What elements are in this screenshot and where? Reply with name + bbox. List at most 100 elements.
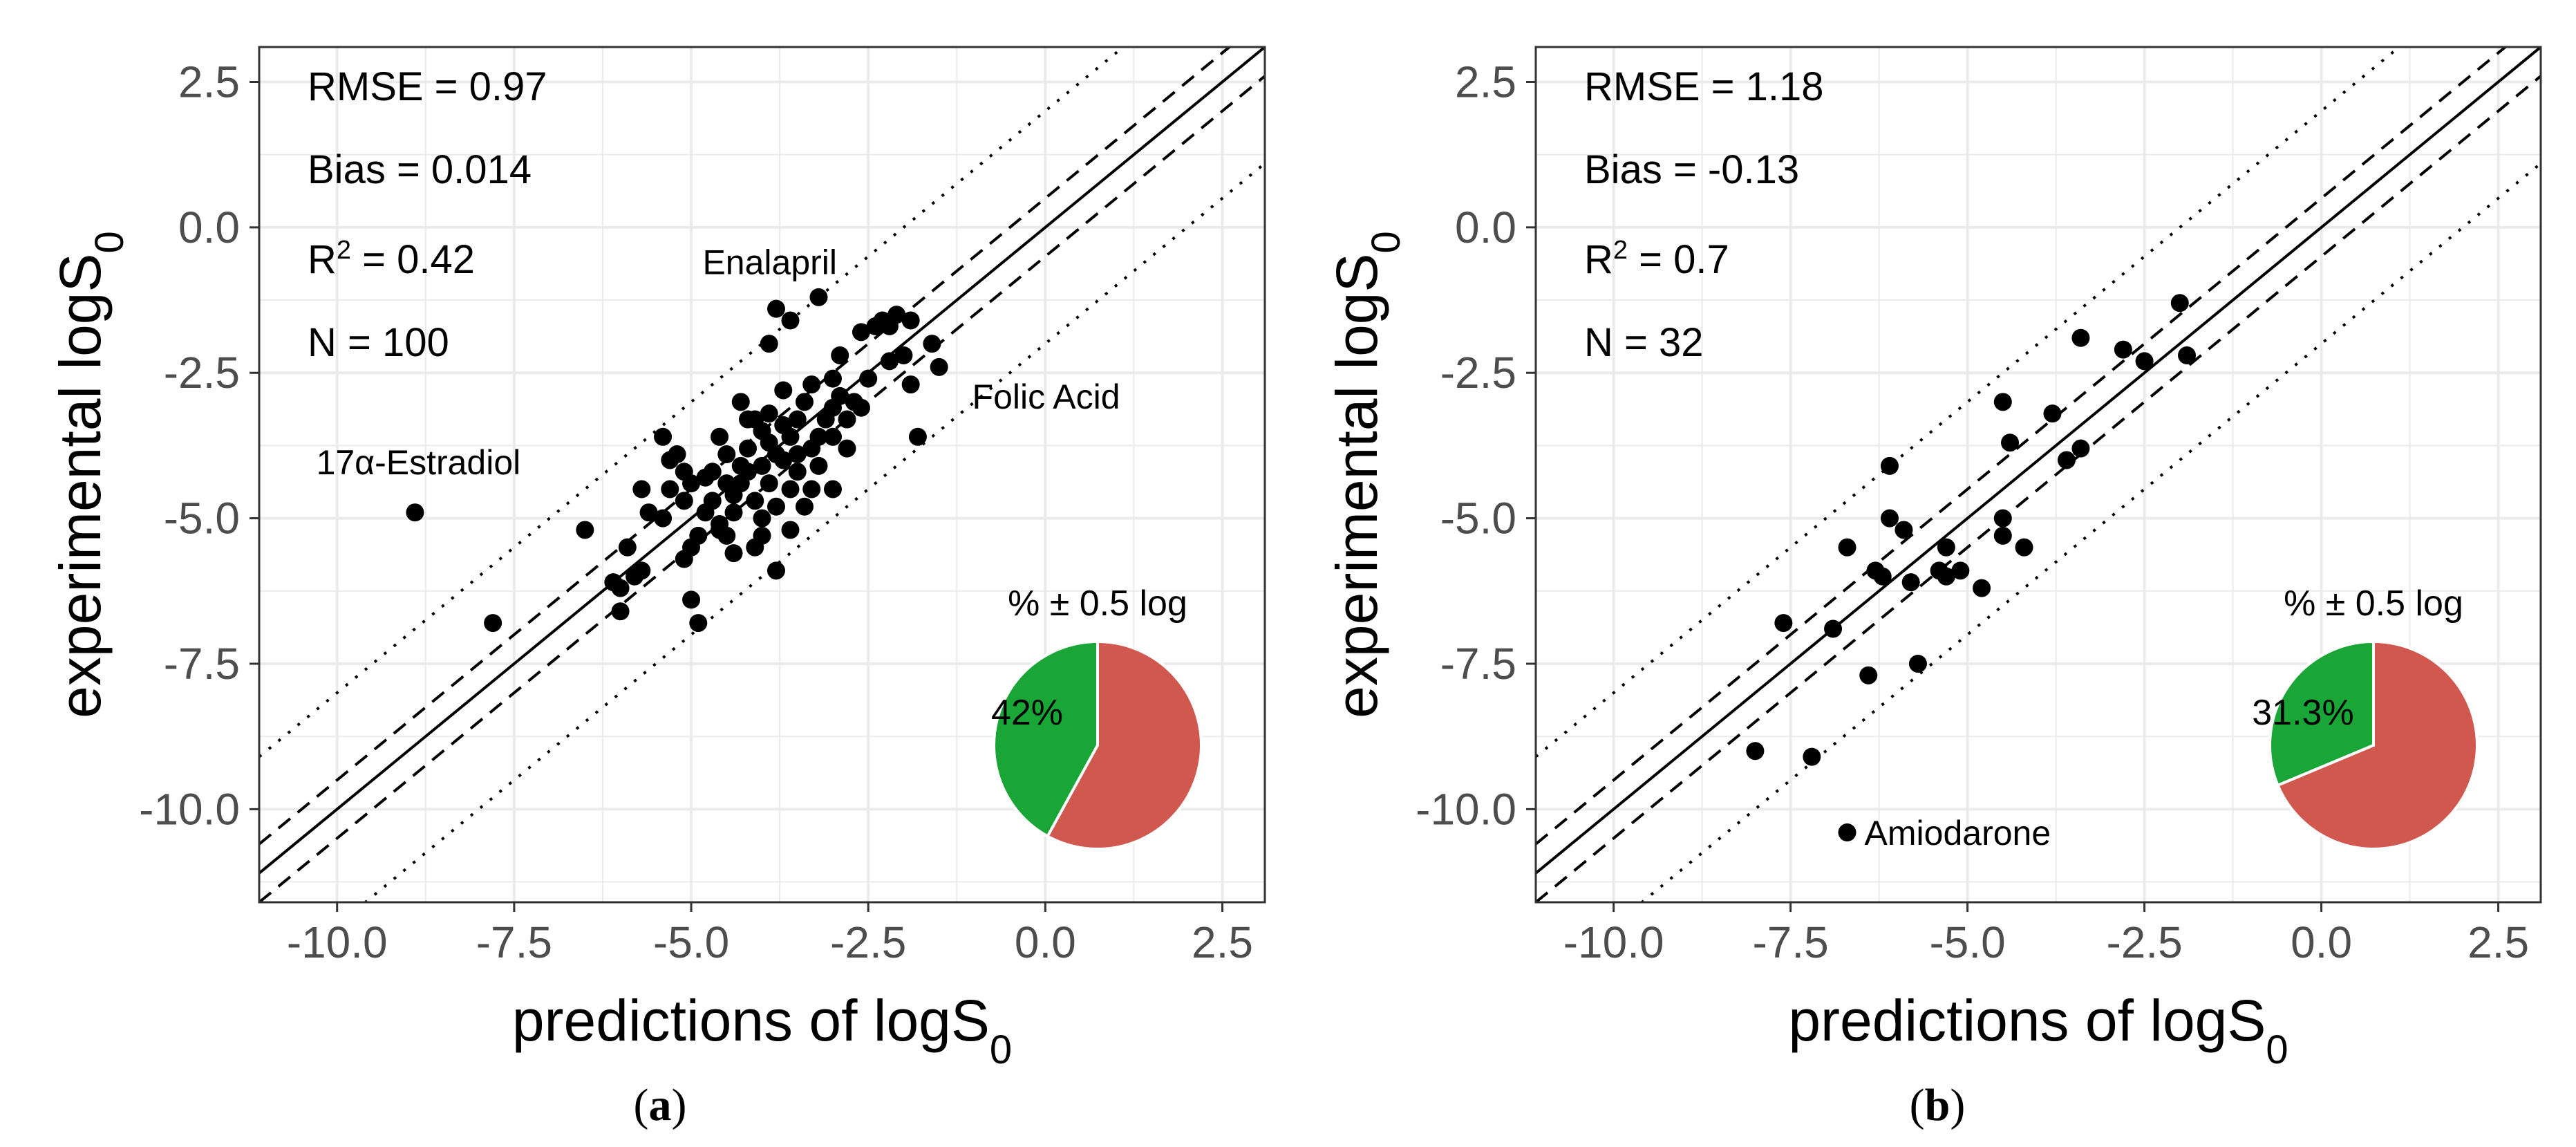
axis-ticks: -10.0 -7.5 -5.0 -2.5 0.0 2.5 -10.0 -7.5 -5.0 -2.5… bbox=[1416, 57, 2529, 967]
data-point bbox=[1973, 579, 1991, 597]
identity-line bbox=[1536, 47, 2541, 875]
data-points bbox=[1746, 294, 2197, 842]
pie-within-label: 42% bbox=[991, 693, 1063, 733]
data-point bbox=[753, 456, 771, 475]
data-point bbox=[711, 427, 729, 446]
data-point bbox=[2135, 352, 2154, 371]
y-tick-label: 0.0 bbox=[1455, 203, 1516, 252]
data-point bbox=[2170, 294, 2189, 313]
pie-inset: % ± 0.5 log 42% bbox=[991, 584, 1203, 850]
dashed-line-lower bbox=[1536, 75, 2541, 902]
data-point bbox=[1993, 393, 2012, 411]
data-point bbox=[859, 369, 878, 388]
pie-inset: % ± 0.5 log 31.3% bbox=[2252, 584, 2479, 850]
dotted-line-upper bbox=[1536, 47, 2402, 758]
pie-slice-within bbox=[993, 640, 1099, 839]
data-point bbox=[675, 492, 693, 510]
data-point bbox=[823, 369, 842, 388]
data-point bbox=[675, 550, 693, 568]
data-point bbox=[923, 335, 941, 353]
data-point bbox=[760, 404, 778, 423]
y-tick-label: -5.0 bbox=[164, 494, 240, 543]
data-point bbox=[809, 288, 828, 306]
x-tick-label: -7.5 bbox=[1752, 917, 1828, 967]
annotations: Enalapril 17α-Estradiol Folic Acid bbox=[317, 243, 1120, 483]
data-point bbox=[831, 346, 849, 364]
data-point bbox=[795, 497, 814, 516]
data-point bbox=[661, 480, 679, 498]
pie-within-label: 31.3% bbox=[2252, 693, 2353, 733]
data-point bbox=[823, 480, 842, 498]
data-point bbox=[406, 503, 424, 522]
x-axis-title: predictions of logS0 bbox=[1788, 988, 2288, 1072]
data-point bbox=[576, 521, 594, 539]
data-point bbox=[852, 323, 870, 342]
y-tick-label: -2.5 bbox=[1440, 348, 1516, 398]
pie-title: % ± 0.5 log bbox=[2284, 584, 2463, 624]
data-point bbox=[852, 398, 870, 417]
y-tick-label: -5.0 bbox=[1440, 494, 1516, 543]
y-tick-label: 2.5 bbox=[178, 57, 240, 106]
data-point bbox=[1838, 538, 1856, 557]
data-point bbox=[1803, 747, 1821, 766]
data-point bbox=[2043, 404, 2062, 423]
pie-slice-outside bbox=[2275, 640, 2479, 850]
y-axis-title: experimental logS0 bbox=[48, 231, 132, 718]
stat-line: N = 32 bbox=[1584, 320, 1704, 365]
plot-border bbox=[1534, 46, 2542, 904]
plot-border bbox=[258, 46, 1266, 904]
dotted-line-lower bbox=[363, 162, 1265, 902]
point-annotation: Folic Acid bbox=[972, 377, 1120, 416]
data-point bbox=[654, 427, 673, 446]
data-point bbox=[1746, 742, 1765, 761]
data-point bbox=[802, 480, 821, 498]
x-tick-label: -5.0 bbox=[1929, 917, 2005, 967]
data-point bbox=[1895, 521, 1913, 539]
x-axis-title: predictions of logS0 bbox=[512, 988, 1012, 1072]
stat-line: Bias = -0.13 bbox=[1584, 147, 1799, 192]
data-point bbox=[781, 521, 800, 539]
data-point bbox=[746, 538, 764, 557]
data-point bbox=[2114, 340, 2132, 359]
dotted-line-lower bbox=[1639, 162, 2541, 902]
data-point bbox=[809, 427, 828, 446]
y-axis-title: experimental logS0 bbox=[1324, 231, 1409, 718]
data-point bbox=[1824, 619, 1843, 638]
data-point bbox=[1873, 567, 1892, 586]
data-point bbox=[753, 509, 771, 528]
data-point bbox=[711, 521, 729, 539]
data-point bbox=[1901, 573, 1920, 592]
data-point bbox=[838, 439, 856, 458]
data-point bbox=[880, 317, 899, 335]
data-point bbox=[2071, 439, 2090, 458]
x-tick-label: 0.0 bbox=[2291, 917, 2352, 967]
data-point bbox=[781, 427, 800, 446]
x-tick-label: -7.5 bbox=[476, 917, 552, 967]
data-point bbox=[632, 480, 651, 498]
stat-line: R2 = 0.7 bbox=[1584, 236, 1729, 282]
dotted-line-upper bbox=[259, 47, 1126, 758]
data-point bbox=[788, 463, 807, 481]
data-point bbox=[689, 526, 708, 545]
data-point bbox=[901, 375, 920, 394]
data-point bbox=[1774, 614, 1793, 633]
data-point bbox=[809, 456, 828, 475]
dashed-line-upper bbox=[1536, 47, 2508, 846]
y-tick-label: 0.0 bbox=[178, 203, 240, 252]
annotations: Amiodarone bbox=[1865, 814, 2051, 852]
stat-line: R2 = 0.42 bbox=[308, 236, 475, 282]
data-point bbox=[1908, 654, 1927, 673]
data-point bbox=[774, 381, 793, 400]
data-point bbox=[682, 590, 701, 609]
data-point bbox=[632, 561, 651, 580]
point-annotation: 17α-Estradiol bbox=[317, 443, 521, 482]
data-point bbox=[696, 468, 715, 487]
data-point bbox=[788, 410, 807, 429]
x-tick-label: -10.0 bbox=[1563, 917, 1664, 967]
data-point bbox=[767, 497, 785, 516]
data-point bbox=[930, 357, 948, 376]
data-point bbox=[1937, 538, 1955, 557]
data-point bbox=[731, 393, 750, 411]
data-point bbox=[2015, 538, 2033, 557]
